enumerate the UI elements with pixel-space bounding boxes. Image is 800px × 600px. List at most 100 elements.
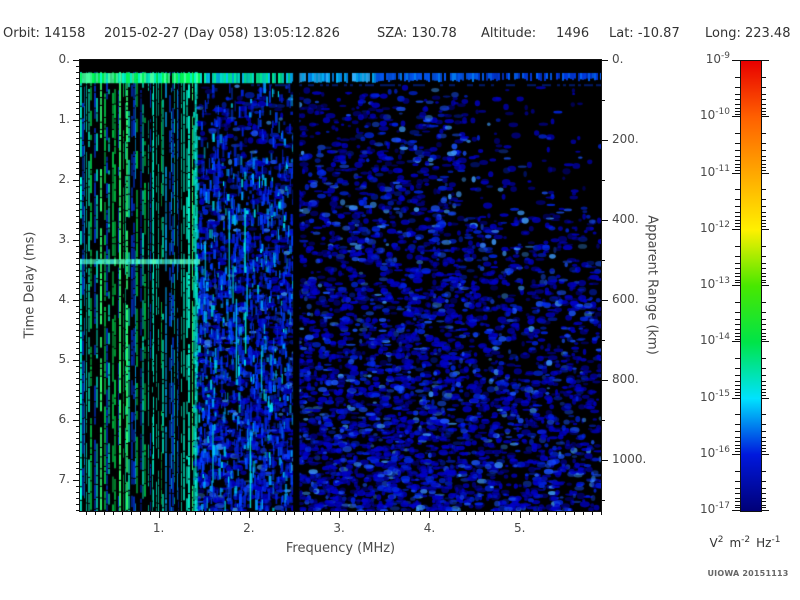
colorbar-minor-tick [761,279,766,281]
colorbar-minor-tick [761,199,766,201]
unit-m: m-2 [729,535,751,550]
x-axis-major-tick [158,511,160,518]
colorbar-minor-tick [761,328,766,330]
colorbar-minor-tick [735,262,740,264]
colorbar-tick-label: 10-17 [700,501,730,516]
longitude-value: Long: 223.48 [705,26,791,41]
y2-axis-tick-label: 1000. [612,452,647,467]
y-axis-tick-label: 1. [58,112,70,127]
colorbar-minor-tick [735,335,740,337]
y-axis-minor-tick [76,192,80,194]
y-axis-major-tick [73,180,80,182]
colorbar-minor-tick [761,451,766,453]
x-axis-minor-tick [140,511,142,515]
y-axis-minor-tick [76,156,80,158]
x-axis-minor-tick [113,511,115,515]
colorbar-tick-label: 10-11 [700,163,730,179]
y-axis-minor-tick [76,408,80,410]
colorbar-tick-label: 10-16 [700,444,730,460]
x-axis-minor-tick [284,511,286,515]
colorbar-minor-tick [735,189,740,191]
colorbar-minor-tick [761,133,766,135]
colorbar-minor-tick [735,375,740,377]
colorbar-minor-tick [735,245,740,247]
x-axis-minor-tick [438,511,440,515]
colorbar-minor-tick [761,448,766,450]
colorbar-minor-tick [761,424,766,426]
y-axis-minor-tick [76,402,80,404]
colorbar-units: V2 m-2 Hz-1 [690,535,800,550]
colorbar-tick-label: 10-12 [700,219,730,235]
x-axis-minor-tick [348,511,350,515]
colorbar-minor-tick [761,335,766,337]
y2-axis-minor-tick [601,420,605,422]
y-axis-minor-tick [76,414,80,416]
colorbar-minor-tick [735,507,740,509]
colorbar-minor-tick [735,385,740,387]
y-axis-minor-tick [76,282,80,284]
colorbar-major-tick [761,116,769,118]
colorbar-major-tick [761,453,769,455]
y-axis-tick-label: 2. [58,172,70,187]
colorbar-minor-tick [761,272,766,274]
colorbar-minor-tick [735,332,740,334]
colorbar-minor-tick [735,133,740,135]
colorbar-major-tick [732,60,740,61]
y-axis-minor-tick [76,324,80,326]
colorbar-minor-tick [735,324,740,326]
x-axis-minor-tick [573,511,575,515]
unit-v: V2 [709,535,724,550]
x-axis-minor-tick [185,511,187,515]
colorbar-tick-label: 10-14 [700,332,730,348]
colorbar-minor-tick [735,226,740,228]
colorbar-major-tick [761,285,769,286]
colorbar-minor-tick [735,392,740,394]
x-axis-minor-tick [303,511,305,515]
colorbar-minor-tick [735,504,740,506]
colorbar-minor-tick [735,93,740,95]
x-axis-minor-tick [375,511,377,515]
y-axis-minor-tick [76,384,80,386]
colorbar-minor-tick [761,262,766,264]
colorbar-minor-tick [761,497,766,499]
colorbar [740,60,762,512]
altitude-value: 1496 [556,26,590,41]
colorbar-tick-label: 10-13 [700,276,730,291]
colorbar-minor-tick [761,169,766,171]
colorbar-minor-tick [735,99,740,101]
colorbar-minor-tick [735,206,740,208]
y-axis-minor-tick [76,504,80,506]
colorbar-minor-tick [735,388,740,390]
colorbar-minor-tick [761,276,766,278]
y-axis-tick-label: 5. [58,352,70,367]
colorbar-minor-tick [735,113,740,115]
colorbar-tick-label: 10-9 [705,51,730,66]
x-axis-minor-tick [203,511,205,515]
y-axis-minor-tick [76,150,80,152]
colorbar-minor-tick [735,424,740,426]
credit-text: UIOWA 20151113 [707,569,789,578]
colorbar-minor-tick [761,167,766,169]
y-axis-minor-tick [76,348,80,350]
x-axis-minor-tick [122,511,124,515]
y-axis-minor-tick [76,102,80,104]
y-axis-minor-tick [76,294,80,296]
colorbar-minor-tick [761,507,766,509]
colorbar-minor-tick [761,86,766,88]
x-axis-minor-tick [591,511,593,515]
y-axis-minor-tick [76,144,80,146]
colorbar-minor-tick [761,268,766,270]
x-axis-minor-tick [601,511,602,515]
colorbar-tick-label: 10-10 [700,107,730,123]
y2-axis-tick-label: 0. [612,52,624,66]
y-axis-minor-tick [76,258,80,260]
colorbar-major-tick [732,341,740,343]
y-axis-minor-tick [76,264,80,266]
x-axis-minor-tick [104,511,106,515]
y-axis-minor-tick [76,234,80,236]
colorbar-minor-tick [761,380,766,382]
colorbar-minor-tick [735,150,740,152]
colorbar-minor-tick [761,150,766,152]
y-axis-minor-tick [76,492,80,494]
y-axis-minor-tick [76,396,80,398]
